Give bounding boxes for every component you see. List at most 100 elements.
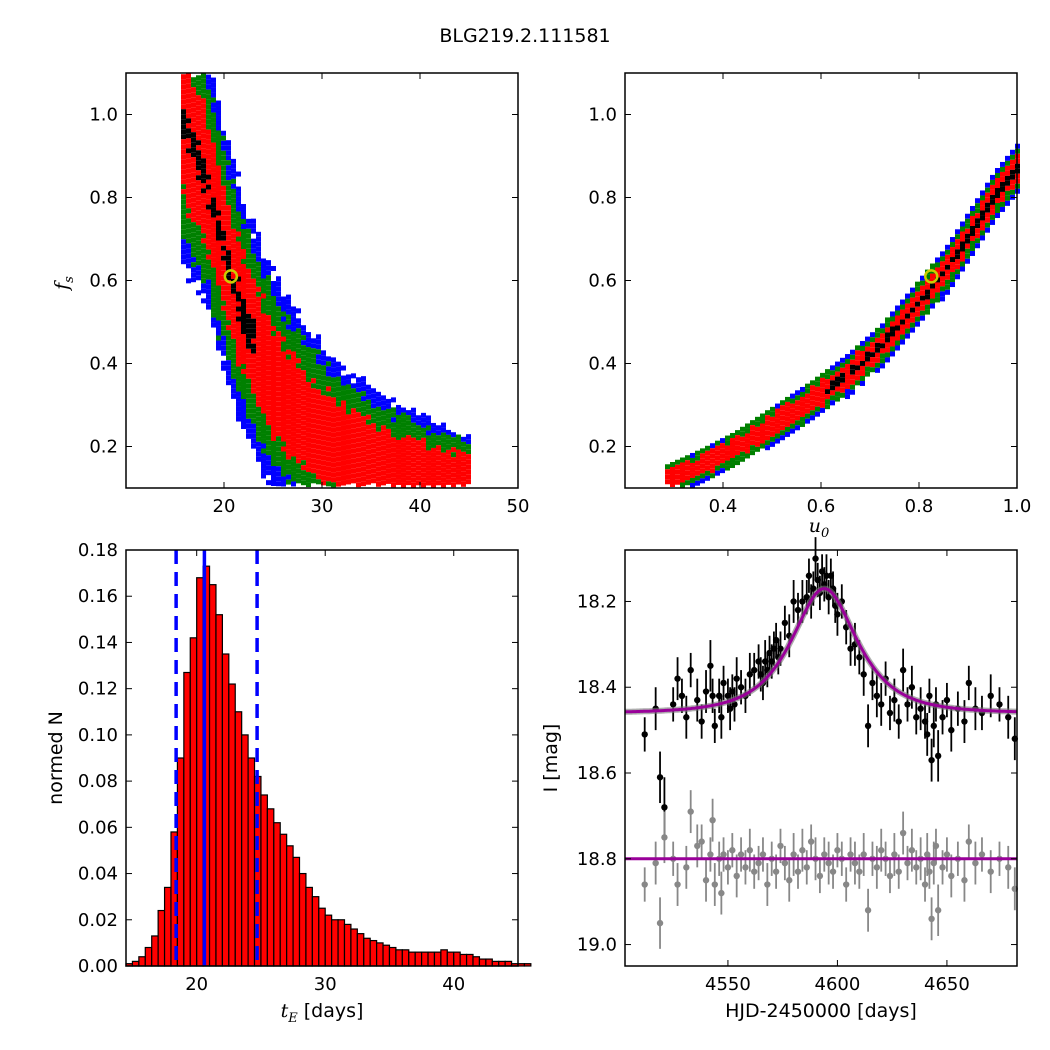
posterior-cell <box>241 349 246 355</box>
posterior-cell <box>436 450 441 456</box>
posterior-cell <box>406 480 411 486</box>
posterior-cell <box>361 376 366 382</box>
posterior-cell <box>251 313 256 319</box>
posterior-cell <box>451 432 456 438</box>
posterior-cell <box>276 306 281 312</box>
posterior-cell <box>1005 175 1010 181</box>
posterior-cell <box>226 345 231 351</box>
posterior-cell <box>885 322 890 328</box>
posterior-cell <box>291 461 296 467</box>
posterior-cell <box>376 421 381 427</box>
posterior-cell <box>231 293 236 299</box>
histogram-bar <box>228 683 236 967</box>
posterior-cell <box>341 450 346 456</box>
posterior-cell <box>256 331 261 337</box>
posterior-cell <box>346 479 351 485</box>
posterior-cell <box>271 335 276 341</box>
posterior-cell <box>276 286 281 292</box>
posterior-cell <box>261 463 266 469</box>
posterior-cell <box>950 237 955 243</box>
posterior-cell <box>301 475 306 481</box>
posterior-cell <box>820 392 825 398</box>
data-point <box>746 847 754 854</box>
posterior-cell <box>745 433 750 439</box>
posterior-cell <box>271 340 276 346</box>
posterior-cell <box>201 298 206 304</box>
posterior-cell <box>880 323 885 329</box>
posterior-cell <box>276 326 281 332</box>
posterior-cell <box>271 430 276 436</box>
posterior-cell <box>371 448 376 454</box>
posterior-cell <box>281 426 286 432</box>
posterior-cell <box>251 258 256 264</box>
posterior-cell <box>995 178 1000 184</box>
posterior-cell <box>710 453 715 459</box>
posterior-cell <box>930 303 935 309</box>
data-point <box>656 774 664 781</box>
posterior-cell <box>970 235 975 241</box>
posterior-cell <box>216 280 221 286</box>
posterior-cell <box>236 211 241 217</box>
y-tick-label: 0.6 <box>89 271 118 292</box>
posterior-cell <box>301 455 306 461</box>
posterior-cell <box>256 311 261 317</box>
posterior-cell <box>241 364 246 370</box>
posterior-cell <box>241 404 246 410</box>
posterior-cell <box>366 444 371 450</box>
posterior-cell <box>256 346 261 352</box>
posterior-cell <box>201 73 206 79</box>
posterior-cell <box>191 92 196 98</box>
posterior-cell <box>221 165 226 171</box>
posterior-cell <box>376 461 381 467</box>
posterior-cell <box>321 420 326 426</box>
posterior-cell <box>276 406 281 412</box>
posterior-cell <box>815 386 820 392</box>
posterior-cell <box>226 380 231 386</box>
posterior-cell <box>271 285 276 291</box>
posterior-cell <box>925 284 930 290</box>
histogram-bar <box>292 856 301 967</box>
posterior-cell <box>331 447 336 453</box>
posterior-cell <box>920 285 925 291</box>
posterior-cell <box>770 431 775 437</box>
posterior-cell <box>226 285 231 291</box>
posterior-cell <box>700 468 705 474</box>
posterior-cell <box>231 313 236 319</box>
posterior-cell <box>301 480 306 486</box>
posterior-cell <box>351 403 356 409</box>
posterior-cell <box>261 378 266 384</box>
posterior-cell <box>431 422 436 428</box>
posterior-cell <box>995 168 1000 174</box>
posterior-cell <box>266 335 271 341</box>
posterior-cell <box>306 462 311 468</box>
posterior-cell <box>236 361 241 367</box>
posterior-cell <box>790 423 795 429</box>
data-point <box>972 859 979 867</box>
posterior-cell <box>341 460 346 466</box>
posterior-cell <box>226 325 231 331</box>
posterior-cell <box>910 327 915 333</box>
posterior-cell <box>216 180 221 186</box>
posterior-cell <box>251 243 256 249</box>
posterior-cell <box>301 390 306 396</box>
posterior-cell <box>186 113 191 119</box>
posterior-cell <box>211 282 216 288</box>
posterior-cell <box>351 433 356 439</box>
posterior-cell <box>940 256 945 262</box>
posterior-cell <box>426 470 431 476</box>
posterior-cell <box>246 263 251 269</box>
posterior-cell <box>750 445 755 451</box>
posterior-cell <box>735 445 740 451</box>
posterior-cell <box>251 403 256 409</box>
posterior-cell <box>266 450 271 456</box>
posterior-cell <box>795 410 800 416</box>
posterior-cell <box>296 463 301 469</box>
data-point <box>821 851 828 858</box>
posterior-cell <box>271 440 276 446</box>
posterior-cell <box>381 450 386 456</box>
posterior-cell <box>381 465 386 471</box>
posterior-cell <box>790 413 795 419</box>
axes-frame <box>125 549 519 967</box>
posterior-cell <box>281 346 286 352</box>
posterior-cell <box>730 437 735 443</box>
